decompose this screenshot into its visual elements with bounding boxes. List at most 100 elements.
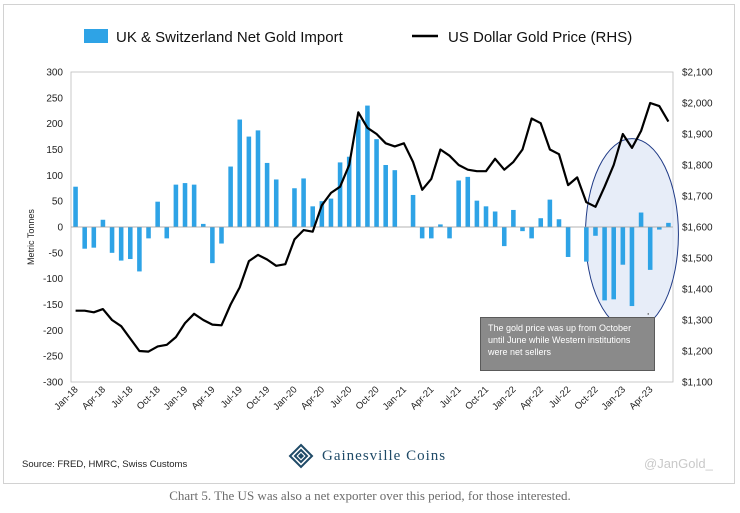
x-tick-label: Jan-23 <box>600 384 628 412</box>
y-left-tick-label: -300 <box>43 378 63 389</box>
y-right-tick-label: $2,000 <box>682 99 713 110</box>
y-right-tick-label: $1,300 <box>682 316 713 327</box>
legend-bar-swatch <box>84 29 108 43</box>
x-tick-label: Apr-22 <box>518 384 546 412</box>
bar <box>565 227 571 257</box>
y-right-tick-label: $1,900 <box>682 130 713 141</box>
bar <box>128 227 133 260</box>
bar <box>483 206 489 227</box>
x-tick-label: Apr-23 <box>627 384 655 412</box>
y-left-tick-label: -100 <box>43 274 63 285</box>
bar <box>438 224 443 227</box>
gold-price-line <box>75 101 670 353</box>
bar <box>109 227 115 253</box>
bar <box>237 119 243 227</box>
y-right-tick-label: $2,100 <box>682 68 713 79</box>
bar <box>392 170 398 227</box>
y-left-tick-label: 150 <box>46 145 63 156</box>
x-tick-label: Jul-22 <box>547 384 573 410</box>
x-tick-label: Oct-18 <box>135 384 163 412</box>
bar <box>164 227 170 239</box>
bar <box>137 227 142 272</box>
bar <box>219 227 224 244</box>
bar <box>638 212 644 227</box>
x-tick-label: Apr-19 <box>190 384 218 412</box>
x-tick-label: Apr-18 <box>80 384 108 412</box>
x-tick-label: Jan-19 <box>162 384 190 412</box>
x-tick-label: Apr-20 <box>299 384 327 412</box>
y-right-tick-label: $1,600 <box>682 223 713 234</box>
author-handle: @JanGold_ <box>644 456 713 471</box>
bar <box>584 227 589 262</box>
bar <box>593 227 598 236</box>
y-right-tick-label: $1,500 <box>682 254 713 265</box>
y-left-tick-label: 100 <box>46 171 63 182</box>
y-left-tick-label: 250 <box>46 93 63 104</box>
y-right-tick-label: $1,800 <box>682 161 713 172</box>
bar <box>91 227 97 248</box>
y-right-tick-label: $1,200 <box>682 347 713 358</box>
bar <box>602 227 607 301</box>
x-tick-label: Oct-21 <box>463 384 491 412</box>
bar <box>73 186 78 227</box>
x-tick-label: Oct-22 <box>573 384 601 412</box>
legend-line-label: US Dollar Gold Price (RHS) <box>448 29 632 46</box>
y-left-axis-title: Metric Tonnes <box>26 209 36 265</box>
x-tick-label: Jul-20 <box>328 384 354 410</box>
bar <box>629 227 635 307</box>
bar <box>173 184 179 227</box>
y-right-tick-label: $1,700 <box>682 192 713 203</box>
bar <box>429 227 434 239</box>
y-left-tick-label: -200 <box>43 326 63 337</box>
bar <box>520 227 525 232</box>
bar <box>328 198 334 227</box>
bar <box>246 136 252 227</box>
bar <box>356 119 361 227</box>
bar <box>255 130 261 227</box>
bar <box>228 166 233 227</box>
x-tick-label: Jul-21 <box>438 384 464 410</box>
bar <box>657 227 662 230</box>
bar <box>191 184 197 227</box>
x-tick-label: Jul-19 <box>219 384 245 410</box>
bar <box>82 227 87 249</box>
bar <box>556 219 562 227</box>
y-left-tick-label: -150 <box>43 300 63 311</box>
x-tick-label: Apr-21 <box>408 384 436 412</box>
y-left-tick-label: 50 <box>52 197 64 208</box>
bar <box>620 227 626 265</box>
bar <box>456 180 461 227</box>
x-tick-label: Jan-21 <box>381 384 409 412</box>
x-tick-label: Jan-22 <box>490 384 518 412</box>
y-left-tick-label: -50 <box>49 248 64 259</box>
y-right-tick-label: $1,100 <box>682 378 713 389</box>
y-left-tick-label: -250 <box>43 352 63 363</box>
bar <box>647 227 653 270</box>
bar <box>182 183 188 227</box>
x-tick-label: Oct-19 <box>244 384 272 412</box>
bar <box>419 227 425 239</box>
chart-frame: 300 250 200 150 100 50 0 -50 -100 -150 -200 -250 -30… <box>3 4 735 484</box>
bar <box>118 227 124 261</box>
x-tick-label: Jan-18 <box>52 384 80 412</box>
bar <box>346 156 352 227</box>
bar <box>100 219 106 227</box>
x-tick-label: Jul-18 <box>109 384 135 410</box>
bar <box>538 218 544 227</box>
gainesville-coins-logo-icon <box>288 443 314 469</box>
bar <box>146 227 151 239</box>
source-text: Source: FRED, HMRC, Swiss Customs <box>22 459 188 470</box>
bar <box>155 201 160 227</box>
legend-bar-label: UK & Switzerland Net Gold Import <box>116 29 344 46</box>
bar <box>319 201 325 227</box>
bar <box>273 179 279 227</box>
bar <box>529 227 534 239</box>
bar <box>474 200 480 227</box>
y-left-tick-label: 200 <box>46 119 63 130</box>
figure-caption: Chart 5. The US was also a net exporter … <box>169 488 571 503</box>
y-left-tick-label: 300 <box>46 68 63 79</box>
y-left-tick-label: 0 <box>57 223 63 234</box>
bar <box>492 211 498 227</box>
bar <box>301 178 306 227</box>
bar <box>383 165 388 227</box>
